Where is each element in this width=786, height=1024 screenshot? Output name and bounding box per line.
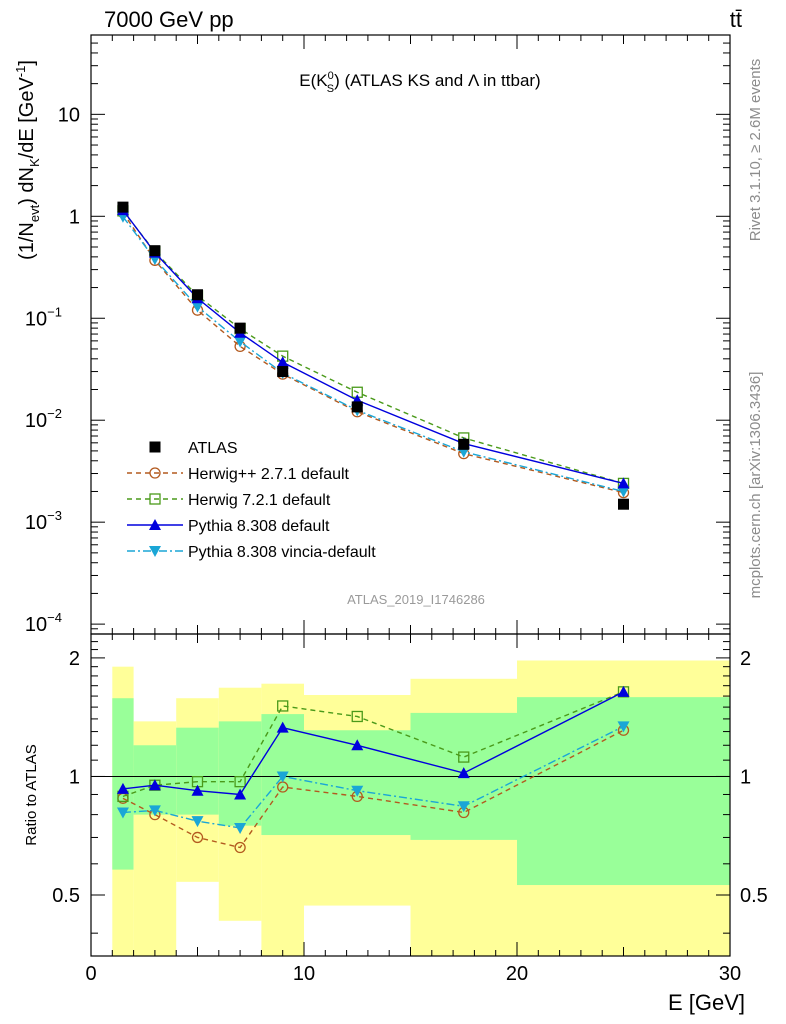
ratio-line-vincia xyxy=(122,725,624,829)
x-tick-label: 0 xyxy=(85,963,96,985)
main-line-vincia xyxy=(122,216,624,493)
ratio-data-layer xyxy=(116,685,630,854)
main-y-tick-label: 10−3 xyxy=(25,508,62,534)
x-tick-label: 30 xyxy=(719,963,741,985)
legend-marker-herwig7 xyxy=(149,493,161,505)
ratio-y-tick-label-left: 2 xyxy=(69,648,80,670)
ratio-point-herwig_pp-2 xyxy=(191,831,204,844)
legend-label-atlas: ATLAS xyxy=(188,440,238,457)
x-tick-label: 10 xyxy=(293,963,315,985)
ratio-point-pythia-0 xyxy=(116,782,129,794)
main-y-tick-label: 1 xyxy=(69,206,80,228)
legend-entry-atlas: ATLAS xyxy=(149,440,238,457)
legend: ATLAS Herwig++ 2.7.1 default Herwig 7.2.1 … xyxy=(127,440,376,561)
ratio-point-herwig_pp-3 xyxy=(234,841,246,854)
ratio-point-herwig7-3 xyxy=(234,776,246,788)
legend-entry-herwig_pp: Herwig++ 2.7.1 default xyxy=(127,466,350,483)
main-series-atlas xyxy=(117,201,629,510)
ratio-point-vincia-4 xyxy=(276,771,289,783)
ratio-line-herwig7 xyxy=(122,691,624,798)
ratio-point-pythia-5 xyxy=(351,739,364,751)
legend-entry-pythia: Pythia 8.308 default xyxy=(127,518,330,535)
ratio-band-inner-3 xyxy=(218,721,262,826)
main-point-atlas-5 xyxy=(351,401,363,413)
ratio-y-axis-label: Ratio to ATLAS xyxy=(23,744,40,845)
ratio-y-tick-label-right: 2 xyxy=(740,648,751,670)
legend-entry-vincia: Pythia 8.308 vincia-default xyxy=(127,544,376,561)
ratio-axes: 0.5 0.51 12 20 10 20 30 xyxy=(52,634,768,985)
x-axis-label: E [GeV] xyxy=(668,990,745,1015)
legend-label-vincia: Pythia 8.308 vincia-default xyxy=(188,544,376,561)
ratio-point-vincia-3 xyxy=(234,822,247,834)
ratio-point-pythia-7 xyxy=(617,685,630,697)
ratio-point-pythia-3 xyxy=(234,788,247,800)
ratio-y-tick-label-left: 1 xyxy=(69,766,80,788)
x-tick-label: 20 xyxy=(506,963,528,985)
ratio-band-inner-2 xyxy=(176,727,219,815)
analysis-watermark: ATLAS_2019_I1746286 xyxy=(347,592,485,607)
ratio-point-vincia-2 xyxy=(191,816,204,828)
main-point-atlas-7 xyxy=(618,498,629,510)
main-point-vincia-2 xyxy=(191,301,204,313)
main-frame xyxy=(90,34,731,635)
legend-marker-herwig_pp xyxy=(149,467,161,479)
ratio-series-pythia xyxy=(116,685,630,800)
ratio-point-vincia-1 xyxy=(148,805,161,817)
ratio-point-pythia-2 xyxy=(191,784,204,796)
legend-marker-pythia xyxy=(149,519,161,530)
ratio-line-pythia xyxy=(122,691,624,796)
main-axes: 10−4 10−3 10−2 10−1 1 10 xyxy=(25,34,731,636)
main-point-vincia-7 xyxy=(617,486,630,498)
main-point-atlas-3 xyxy=(234,322,246,334)
main-y-tick-label: 10−1 xyxy=(25,304,62,330)
ratio-point-vincia-0 xyxy=(116,807,129,819)
main-point-atlas-2 xyxy=(192,289,203,301)
main-y-tick-label: 10−2 xyxy=(25,406,62,432)
ratio-panel: 0.5 0.51 12 20 10 20 30 Ratio to ATLAS E [GeV] xyxy=(23,633,768,1015)
ratio-point-pythia-1 xyxy=(148,779,161,791)
main-point-pythia-7 xyxy=(617,477,630,489)
ratio-point-vincia-5 xyxy=(351,785,364,797)
legend-label-herwig_pp: Herwig++ 2.7.1 default xyxy=(188,466,350,483)
main-data-layer xyxy=(116,201,630,510)
ratio-point-herwig7-4 xyxy=(277,700,289,712)
ratio-line-herwig_pp xyxy=(122,729,624,849)
main-point-atlas-6 xyxy=(458,438,470,450)
main-line-herwig_pp xyxy=(122,212,624,494)
ratio-point-vincia-7 xyxy=(617,721,630,733)
ratio-point-pythia-6 xyxy=(457,767,470,779)
main-point-atlas-1 xyxy=(149,245,161,257)
ratio-y-tick-label-right: 1 xyxy=(740,766,751,788)
ratio-point-pythia-4 xyxy=(276,721,289,733)
ratio-point-herwig7-6 xyxy=(458,751,470,763)
main-point-pythia-4 xyxy=(276,356,289,368)
ratio-series-vincia xyxy=(116,721,630,834)
main-point-atlas-0 xyxy=(117,201,129,213)
ratio-point-vincia-6 xyxy=(457,801,470,813)
legend-label-herwig7: Herwig 7.2.1 default xyxy=(188,492,331,509)
source-label: mcplots.cern.ch [arXiv:1306.3436] xyxy=(747,372,764,599)
main-y-tick-label: 10−4 xyxy=(25,610,62,636)
ratio-y-tick-label-left: 0.5 xyxy=(52,885,80,907)
ratio-y-tick-label-right: 0.5 xyxy=(740,885,768,907)
main-y-axis-label: (1/Nevt) dNK/dE [GeV-1] xyxy=(13,60,42,260)
legend-entry-herwig7: Herwig 7.2.1 default xyxy=(127,492,331,509)
main-line-herwig7 xyxy=(122,210,624,485)
main-point-atlas-4 xyxy=(277,366,289,378)
main-point-vincia-3 xyxy=(234,336,247,348)
rivet-version-label: Rivet 3.1.10, ≥ 2.6M events xyxy=(747,59,764,242)
energy-label: 7000 GeV pp xyxy=(104,7,234,32)
legend-marker-vincia xyxy=(149,546,161,557)
legend-label-pythia: Pythia 8.308 default xyxy=(188,518,330,535)
legend-marker-atlas xyxy=(149,441,161,453)
ratio-bands xyxy=(112,660,730,956)
main-line-pythia xyxy=(122,209,624,485)
process-label: tt̄ xyxy=(730,7,742,32)
main-plot-title: E(K0 S) (ATLAS KS and Λ in ttbar) xyxy=(299,70,540,95)
main-y-tick-label: 10 xyxy=(58,104,80,126)
main-panel: E(K0 S) (ATLAS KS and Λ in ttbar) ATLAS_2… xyxy=(13,34,731,636)
ratio-point-herwig7-5 xyxy=(351,710,363,723)
